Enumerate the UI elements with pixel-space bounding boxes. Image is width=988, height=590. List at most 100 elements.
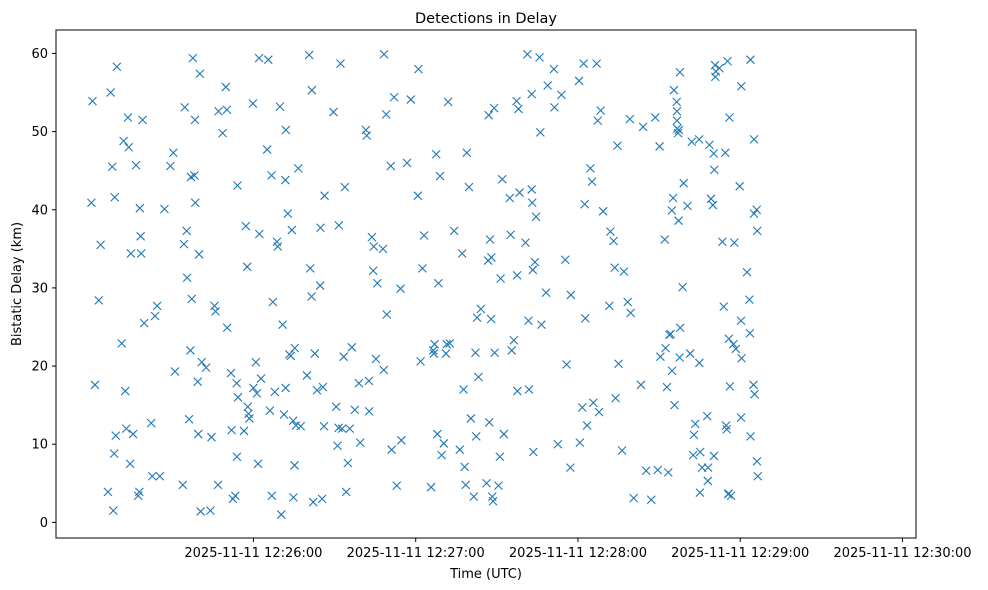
data-point-x-marker: [666, 329, 676, 339]
data-point-x-marker: [524, 385, 534, 394]
data-point-x-marker: [672, 106, 682, 116]
data-point-x-marker: [678, 282, 687, 292]
data-point-x-marker: [233, 181, 242, 190]
data-point-x-marker: [512, 96, 521, 106]
data-point-x-marker: [495, 452, 505, 462]
data-point-x-marker: [490, 348, 500, 358]
data-point-x-marker: [719, 302, 729, 312]
data-point-x-marker: [180, 102, 190, 112]
data-point-x-marker: [537, 320, 546, 330]
data-point-x-marker: [528, 447, 538, 457]
data-point-x-marker: [329, 107, 338, 117]
data-point-x-marker: [442, 339, 452, 349]
data-point-x-marker: [182, 226, 192, 236]
data-point-x-marker: [614, 359, 623, 369]
x-tick-label: 2025-11-11 12:26:00: [184, 546, 322, 561]
data-point-x-marker: [135, 203, 145, 213]
data-point-x-marker: [88, 96, 97, 106]
data-point-x-marker: [232, 378, 242, 388]
data-point-x-marker: [703, 476, 713, 486]
data-point-x-marker: [186, 346, 195, 355]
data-point-x-marker: [283, 209, 293, 219]
data-point-x-marker: [482, 478, 491, 488]
data-point-x-marker: [449, 226, 459, 236]
data-point-x-marker: [364, 407, 374, 416]
data-point-x-marker: [670, 400, 679, 410]
data-point-x-marker: [623, 297, 633, 307]
data-point-x-marker: [364, 376, 374, 386]
data-point-x-marker: [315, 281, 325, 290]
data-point-x-marker: [279, 410, 289, 419]
data-point-x-marker: [248, 99, 258, 108]
data-point-x-marker: [522, 49, 532, 59]
data-point-x-marker: [611, 393, 620, 403]
data-point-x-marker: [435, 171, 445, 181]
data-point-x-marker: [367, 232, 377, 242]
data-point-x-marker: [527, 89, 537, 99]
data-point-x-marker: [312, 385, 322, 395]
data-point-x-marker: [629, 493, 639, 503]
data-point-x-marker: [382, 310, 392, 319]
data-point-x-marker: [494, 481, 503, 491]
x-tick-label: 2025-11-11 12:28:00: [509, 546, 647, 561]
data-point-x-marker: [362, 131, 372, 140]
data-point-x-marker: [580, 199, 590, 209]
data-point-x-marker: [307, 85, 317, 95]
data-point-x-marker: [541, 288, 551, 297]
data-point-x-marker: [188, 53, 198, 63]
data-point-x-marker: [562, 360, 571, 369]
data-point-x-marker: [725, 113, 734, 122]
data-point-x-marker: [184, 414, 194, 424]
x-axis-label: Time (UTC): [449, 567, 522, 582]
data-point-x-marker: [609, 236, 619, 246]
y-tick-label: 10: [31, 438, 48, 453]
data-point-x-marker: [489, 103, 499, 113]
data-point-x-marker: [392, 481, 402, 491]
data-point-x-marker: [290, 460, 299, 470]
data-point-x-marker: [530, 257, 540, 267]
data-point-x-marker: [575, 438, 585, 448]
data-point-x-marker: [445, 339, 455, 348]
data-point-x-marker: [227, 425, 236, 435]
data-point-x-marker: [126, 249, 136, 258]
data-point-x-marker: [134, 487, 144, 497]
data-point-x-marker: [278, 320, 288, 330]
data-point-x-marker: [594, 407, 604, 417]
data-point-x-marker: [619, 267, 629, 276]
data-point-x-marker: [182, 273, 192, 283]
data-point-x-marker: [316, 223, 325, 233]
data-point-x-marker: [543, 81, 553, 90]
data-point-x-marker: [337, 424, 347, 433]
data-point-x-marker: [275, 102, 285, 111]
data-point-x-marker: [506, 230, 515, 240]
data-point-x-marker: [304, 50, 314, 60]
data-point-x-marker: [497, 174, 507, 184]
data-point-x-marker: [709, 165, 719, 175]
data-point-x-marker: [354, 378, 364, 388]
data-point-x-marker: [372, 278, 382, 288]
data-point-x-marker: [214, 106, 223, 116]
data-point-x-marker: [702, 411, 712, 421]
data-point-x-marker: [355, 438, 365, 448]
data-point-x-marker: [535, 52, 544, 62]
data-point-x-marker: [152, 301, 162, 311]
data-point-x-marker: [514, 104, 523, 114]
data-point-x-marker: [675, 323, 685, 333]
data-point-x-marker: [484, 417, 494, 427]
data-point-x-marker: [414, 64, 423, 74]
data-point-x-marker: [350, 405, 360, 415]
data-point-x-marker: [170, 367, 180, 376]
data-point-x-marker: [752, 226, 762, 236]
data-point-x-marker: [413, 191, 423, 201]
data-point-x-marker: [694, 135, 704, 144]
data-point-x-marker: [418, 263, 427, 273]
data-point-x-marker: [667, 206, 677, 215]
data-point-x-marker: [121, 424, 131, 433]
data-point-x-marker: [218, 128, 227, 138]
data-point-x-marker: [610, 263, 620, 272]
data-point-x-marker: [333, 441, 342, 451]
data-point-x-marker: [281, 383, 290, 393]
data-point-x-marker: [604, 301, 614, 311]
data-point-x-marker: [252, 389, 262, 398]
data-point-x-marker: [222, 323, 232, 333]
